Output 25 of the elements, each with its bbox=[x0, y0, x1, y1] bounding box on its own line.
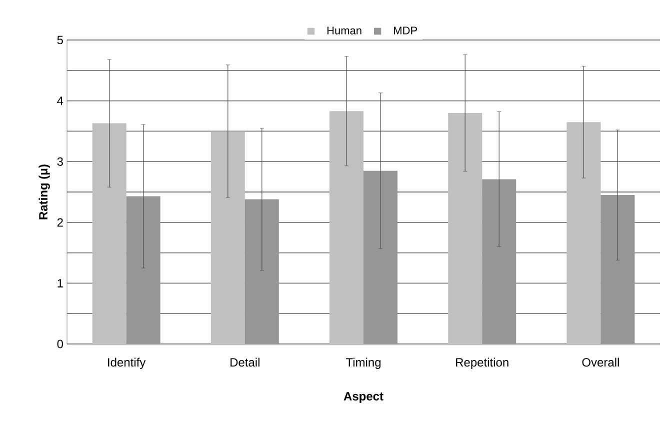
x-tick-label: Identify bbox=[108, 358, 146, 369]
y-tick-label: 1 bbox=[58, 279, 63, 288]
bar bbox=[364, 170, 398, 344]
x-tick-label: Detail bbox=[230, 358, 260, 367]
y-tick-label: 0 bbox=[57, 340, 64, 348]
legend-label: Human bbox=[327, 26, 362, 34]
legend-label: MDP bbox=[394, 26, 417, 34]
bar bbox=[330, 111, 364, 344]
x-tick-label: Overall bbox=[582, 358, 619, 367]
bar bbox=[92, 123, 126, 344]
bar bbox=[210, 131, 245, 344]
y-tick-label: 2 bbox=[57, 218, 63, 227]
y-tick-label: 5 bbox=[57, 36, 63, 44]
x-axis-title: Aspect bbox=[344, 392, 384, 403]
bar bbox=[600, 195, 635, 344]
bar bbox=[126, 196, 160, 344]
y-tick-label: 3 bbox=[57, 157, 63, 166]
y-axis-title: Rating (μ) bbox=[38, 164, 50, 220]
bar bbox=[566, 122, 601, 344]
bar bbox=[244, 199, 279, 344]
bar bbox=[482, 179, 516, 344]
bar bbox=[448, 112, 482, 344]
x-tick-label: Repetition bbox=[456, 358, 508, 369]
x-tick-label: Timing bbox=[346, 358, 380, 369]
y-tick-label: 4 bbox=[57, 96, 64, 105]
